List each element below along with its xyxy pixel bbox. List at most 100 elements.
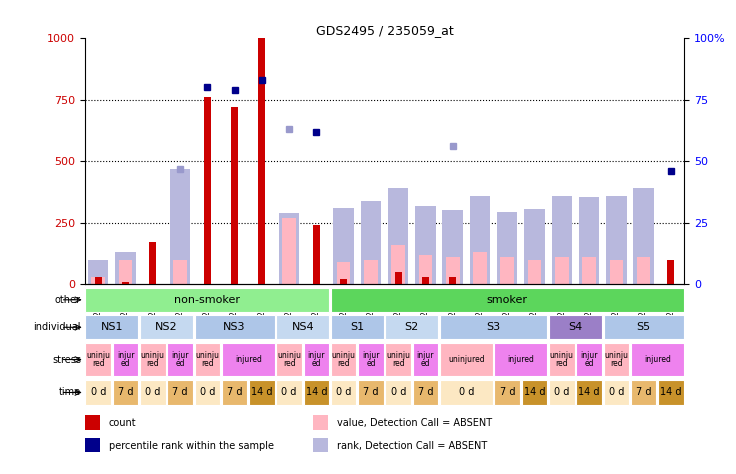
Text: injur
ed: injur ed xyxy=(417,351,434,368)
Bar xyxy=(470,196,490,284)
Text: 0 d: 0 d xyxy=(145,387,160,398)
Text: NS2: NS2 xyxy=(155,322,178,332)
Bar xyxy=(85,380,111,405)
Bar xyxy=(440,315,548,339)
Text: uninju
red: uninju red xyxy=(550,351,574,368)
Bar xyxy=(578,197,599,284)
Bar xyxy=(85,315,138,339)
Bar xyxy=(609,260,623,284)
Bar xyxy=(631,380,657,405)
Bar xyxy=(549,315,602,339)
Bar xyxy=(222,343,275,376)
Text: 14 d: 14 d xyxy=(305,387,327,398)
Text: 0 d: 0 d xyxy=(281,387,297,398)
Bar xyxy=(118,260,132,284)
Bar xyxy=(495,380,520,405)
Text: 7 d: 7 d xyxy=(227,387,242,398)
Text: injur
ed: injur ed xyxy=(117,351,134,368)
Text: 0 d: 0 d xyxy=(391,387,406,398)
Bar xyxy=(582,257,596,284)
Bar xyxy=(194,315,275,339)
Text: individual: individual xyxy=(33,322,81,332)
Bar xyxy=(85,288,329,312)
Bar xyxy=(413,343,438,376)
Bar xyxy=(394,272,402,284)
Text: 7 d: 7 d xyxy=(500,387,515,398)
Bar xyxy=(85,415,99,429)
Bar xyxy=(303,380,329,405)
Bar xyxy=(113,343,138,376)
Text: uninjured: uninjured xyxy=(448,355,485,364)
Bar xyxy=(276,343,302,376)
Text: rank, Detection Call = ABSENT: rank, Detection Call = ABSENT xyxy=(336,440,486,451)
Bar xyxy=(388,188,408,284)
Text: S5: S5 xyxy=(637,322,651,332)
Text: S1: S1 xyxy=(350,322,364,332)
Bar xyxy=(140,315,193,339)
Bar xyxy=(413,380,438,405)
Bar xyxy=(446,257,459,284)
Bar xyxy=(303,343,329,376)
Bar xyxy=(634,188,654,284)
Text: S2: S2 xyxy=(405,322,419,332)
Text: NS4: NS4 xyxy=(291,322,314,332)
Bar xyxy=(116,252,135,284)
Bar xyxy=(440,343,493,376)
Bar xyxy=(231,107,238,284)
Bar xyxy=(167,343,193,376)
Text: uninju
red: uninju red xyxy=(86,351,110,368)
Text: 0 d: 0 d xyxy=(91,387,106,398)
Bar xyxy=(658,380,684,405)
Bar xyxy=(422,277,429,284)
Bar xyxy=(140,380,166,405)
Bar xyxy=(88,260,108,284)
Text: 0 d: 0 d xyxy=(609,387,624,398)
Text: NS1: NS1 xyxy=(101,322,123,332)
Bar xyxy=(473,252,486,284)
Bar xyxy=(604,343,629,376)
Text: uninju
red: uninju red xyxy=(141,351,165,368)
Bar xyxy=(340,280,347,284)
Bar xyxy=(122,282,129,284)
Text: injur
ed: injur ed xyxy=(362,351,380,368)
Bar xyxy=(358,380,383,405)
Bar xyxy=(313,415,328,429)
Text: 0 d: 0 d xyxy=(336,387,351,398)
Bar xyxy=(279,213,300,284)
Bar xyxy=(331,380,356,405)
Text: injured: injured xyxy=(507,355,534,364)
Bar xyxy=(113,380,138,405)
Text: injured: injured xyxy=(235,355,262,364)
Text: uninju
red: uninju red xyxy=(277,351,301,368)
Text: 0 d: 0 d xyxy=(199,387,215,398)
Text: injured: injured xyxy=(644,355,670,364)
Bar xyxy=(386,380,411,405)
Text: 7 d: 7 d xyxy=(363,387,379,398)
Bar xyxy=(668,260,674,284)
Text: 14 d: 14 d xyxy=(251,387,272,398)
Title: GDS2495 / 235059_at: GDS2495 / 235059_at xyxy=(316,24,453,37)
Bar xyxy=(283,218,296,284)
Bar xyxy=(637,257,651,284)
Bar xyxy=(85,438,99,452)
Text: 7 d: 7 d xyxy=(418,387,434,398)
Bar xyxy=(364,260,378,284)
Bar xyxy=(331,315,383,339)
Bar xyxy=(549,380,575,405)
Bar xyxy=(440,380,493,405)
Bar xyxy=(442,210,463,284)
Bar xyxy=(415,206,436,284)
Text: count: count xyxy=(109,418,136,428)
Bar xyxy=(173,260,187,284)
Text: NS3: NS3 xyxy=(223,322,246,332)
Text: S3: S3 xyxy=(486,322,500,332)
Bar xyxy=(194,380,220,405)
Bar xyxy=(258,38,265,284)
Text: non-smoker: non-smoker xyxy=(174,295,241,305)
Bar xyxy=(528,260,542,284)
Bar xyxy=(85,343,111,376)
Text: 7 d: 7 d xyxy=(636,387,651,398)
Text: 7 d: 7 d xyxy=(118,387,133,398)
Text: injur
ed: injur ed xyxy=(308,351,325,368)
Bar xyxy=(276,315,329,339)
